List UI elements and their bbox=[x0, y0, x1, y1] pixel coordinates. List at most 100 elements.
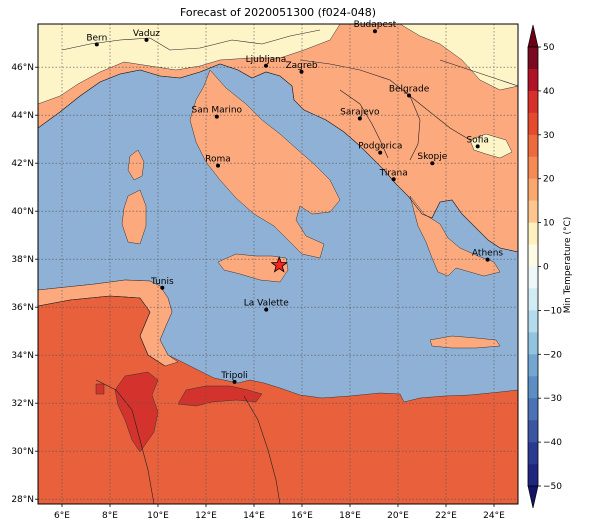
star-marker bbox=[270, 256, 288, 273]
x-tick-label: 16°E bbox=[291, 511, 313, 521]
city-dot bbox=[475, 144, 480, 149]
map-title: Forecast of 2020051300 (f024-048) bbox=[179, 6, 377, 19]
city-dot bbox=[357, 116, 362, 121]
colorbar: 50 40 30 20 10 0 −10 −20 −30 −40 −50 bbox=[527, 24, 562, 509]
y-tick-label: 30°N bbox=[11, 447, 34, 457]
city-label: Belgrade bbox=[389, 85, 430, 95]
graticule bbox=[38, 24, 518, 504]
greece-land bbox=[409, 195, 501, 277]
colorbar-tick-label: 20 bbox=[543, 175, 555, 185]
colorbar-extend-top bbox=[527, 24, 539, 48]
city-dot bbox=[378, 150, 383, 155]
y-tick-label: 40°N bbox=[11, 207, 34, 217]
x-tick-label: 20°E bbox=[387, 511, 409, 521]
city-label: Podgorica bbox=[358, 142, 402, 152]
colorbar-segment bbox=[528, 90, 538, 114]
city-label: Athens bbox=[472, 249, 503, 259]
x-tick-label: 10°E bbox=[147, 511, 169, 521]
hot-patch-small bbox=[95, 383, 105, 395]
city-dot bbox=[299, 69, 304, 74]
y-tick-label: 34°N bbox=[11, 351, 34, 361]
corsica bbox=[127, 149, 145, 181]
city-dot bbox=[264, 63, 268, 68]
city-label: Tunis bbox=[150, 277, 174, 287]
y-tick-label: 46°N bbox=[11, 63, 34, 73]
latitude-ticks: 28°N 30°N 32°N 34°N 36°N 38°N 40°N 42°N 44°N 46°N bbox=[11, 63, 38, 505]
sardinia bbox=[121, 189, 147, 245]
city-dot bbox=[485, 257, 490, 262]
colorbar-segment bbox=[528, 222, 538, 245]
colorbar-segment bbox=[528, 464, 538, 487]
colorbar-segment bbox=[528, 420, 538, 443]
city-label: Skopje bbox=[417, 152, 447, 162]
city-dot bbox=[264, 307, 269, 312]
city-dot bbox=[144, 37, 149, 42]
city-label: Tirana bbox=[379, 168, 408, 178]
colorbar-tick-label: 10 bbox=[543, 219, 555, 229]
city-dot bbox=[372, 29, 377, 34]
colorbar-tick-label: −40 bbox=[543, 438, 562, 448]
colorbar-tick-label: −10 bbox=[543, 306, 562, 316]
colorbar-tick-label: 40 bbox=[543, 87, 555, 97]
city-label: San Marino bbox=[192, 106, 243, 116]
colorbar-tick-label: 0 bbox=[543, 263, 549, 273]
colorbar-segment bbox=[528, 266, 538, 289]
colorbar-segment bbox=[528, 68, 538, 92]
x-tick-label: 24°E bbox=[483, 511, 505, 521]
colorbar-label: Min Temperature (°C) bbox=[563, 216, 573, 314]
colorbar-segment bbox=[528, 354, 538, 377]
x-tick-label: 22°E bbox=[435, 511, 457, 521]
y-tick-label: 44°N bbox=[11, 111, 34, 121]
y-tick-label: 28°N bbox=[11, 495, 34, 505]
colorbar-segment bbox=[528, 112, 538, 136]
longitude-ticks: 6°E 8°E 10°E 12°E 14°E 16°E 18°E 20°E 22°E 24°E bbox=[54, 504, 505, 521]
colorbar-segment bbox=[528, 47, 538, 70]
x-tick-label: 18°E bbox=[339, 511, 361, 521]
colorbar-segment bbox=[528, 200, 538, 223]
city-dot bbox=[232, 379, 237, 384]
x-tick-label: 12°E bbox=[195, 511, 217, 521]
city-dot bbox=[391, 177, 396, 182]
colorbar-segment bbox=[528, 332, 538, 355]
y-tick-label: 36°N bbox=[11, 303, 34, 313]
colorbar-segment bbox=[528, 156, 538, 179]
colorbar-segment bbox=[528, 310, 538, 333]
city-label: Budapest bbox=[354, 20, 397, 30]
city-label: La Valette bbox=[244, 299, 289, 309]
colorbar-segment bbox=[528, 442, 538, 465]
city-dot bbox=[160, 285, 165, 290]
colorbar-tick-label: −20 bbox=[543, 350, 562, 360]
colorbar-tick-label: 30 bbox=[543, 131, 555, 141]
x-tick-label: 8°E bbox=[102, 511, 118, 521]
city-dot bbox=[216, 163, 220, 168]
city-dot bbox=[214, 114, 219, 119]
city-label: Tripoli bbox=[220, 371, 248, 381]
colorbar-segment bbox=[528, 288, 538, 311]
city-dot bbox=[430, 161, 435, 166]
country-borders bbox=[38, 29, 518, 504]
colorbar-tick-label: 50 bbox=[543, 43, 555, 53]
sicily bbox=[217, 253, 289, 283]
hot-patch-inland-algeria bbox=[114, 371, 159, 453]
x-tick-label: 14°E bbox=[243, 511, 265, 521]
city-label: Sofia bbox=[466, 135, 488, 145]
city-label: Roma bbox=[205, 155, 231, 165]
city-label: Vaduz bbox=[133, 29, 160, 39]
map-frame bbox=[37, 23, 519, 505]
colorbar-tick-label: −30 bbox=[543, 394, 562, 404]
city-dot bbox=[94, 42, 99, 47]
italian-peninsula bbox=[189, 69, 341, 259]
city-label: Sarajevo bbox=[340, 108, 380, 118]
colorbar-segment bbox=[528, 398, 538, 421]
city-label: Zagreb bbox=[285, 61, 317, 71]
city-label: Ljubljana bbox=[246, 55, 287, 65]
eastern-cold-band bbox=[399, 24, 518, 91]
crete bbox=[429, 335, 501, 349]
colorbar-tick-label: −50 bbox=[543, 482, 562, 492]
city-label: Bern bbox=[86, 33, 107, 43]
city-dot bbox=[407, 93, 412, 98]
colorbar-extend-bottom bbox=[527, 485, 539, 509]
y-tick-label: 32°N bbox=[11, 399, 34, 409]
y-tick-label: 38°N bbox=[11, 255, 34, 265]
